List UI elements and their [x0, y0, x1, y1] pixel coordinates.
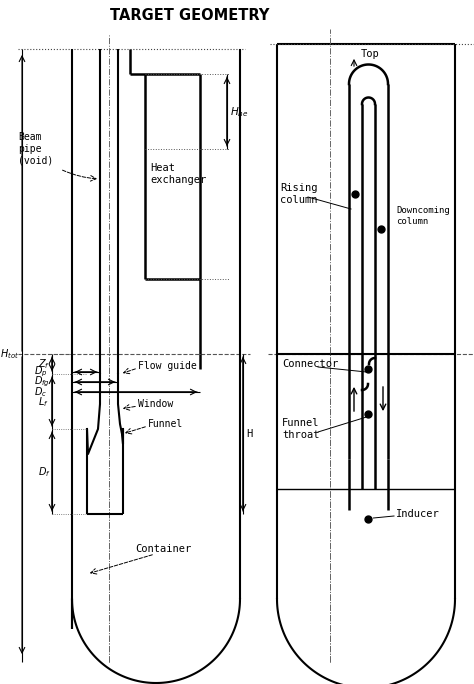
Text: $D_p$: $D_p$ — [34, 365, 47, 379]
Text: $H_{tot}$: $H_{tot}$ — [0, 347, 19, 361]
Text: $D_f$: $D_f$ — [38, 465, 51, 479]
Text: $D_c$: $D_c$ — [34, 385, 47, 399]
Text: Top: Top — [361, 49, 379, 59]
Text: H: H — [246, 429, 252, 439]
Text: $L_f$: $L_f$ — [38, 395, 49, 409]
Text: $Z_f$: $Z_f$ — [38, 357, 50, 371]
Text: Container: Container — [135, 544, 191, 554]
Text: Funnel
throat: Funnel throat — [282, 418, 319, 440]
Text: TARGET GEOMETRY: TARGET GEOMETRY — [110, 8, 270, 23]
Text: Rising
column: Rising column — [280, 183, 318, 205]
Text: Funnel: Funnel — [148, 419, 183, 429]
Text: Inducer: Inducer — [396, 509, 440, 519]
Text: Heat
exchanger: Heat exchanger — [150, 163, 206, 185]
Text: $H_{he}$: $H_{he}$ — [230, 105, 248, 119]
Text: Window: Window — [138, 399, 173, 409]
Text: Downcoming
column: Downcoming column — [396, 207, 450, 226]
Text: Flow guide: Flow guide — [138, 361, 197, 371]
Text: Beam
pipe
(void): Beam pipe (void) — [18, 133, 53, 166]
Text: $D_{fg}$: $D_{fg}$ — [34, 375, 50, 389]
Text: Connector: Connector — [282, 359, 338, 369]
